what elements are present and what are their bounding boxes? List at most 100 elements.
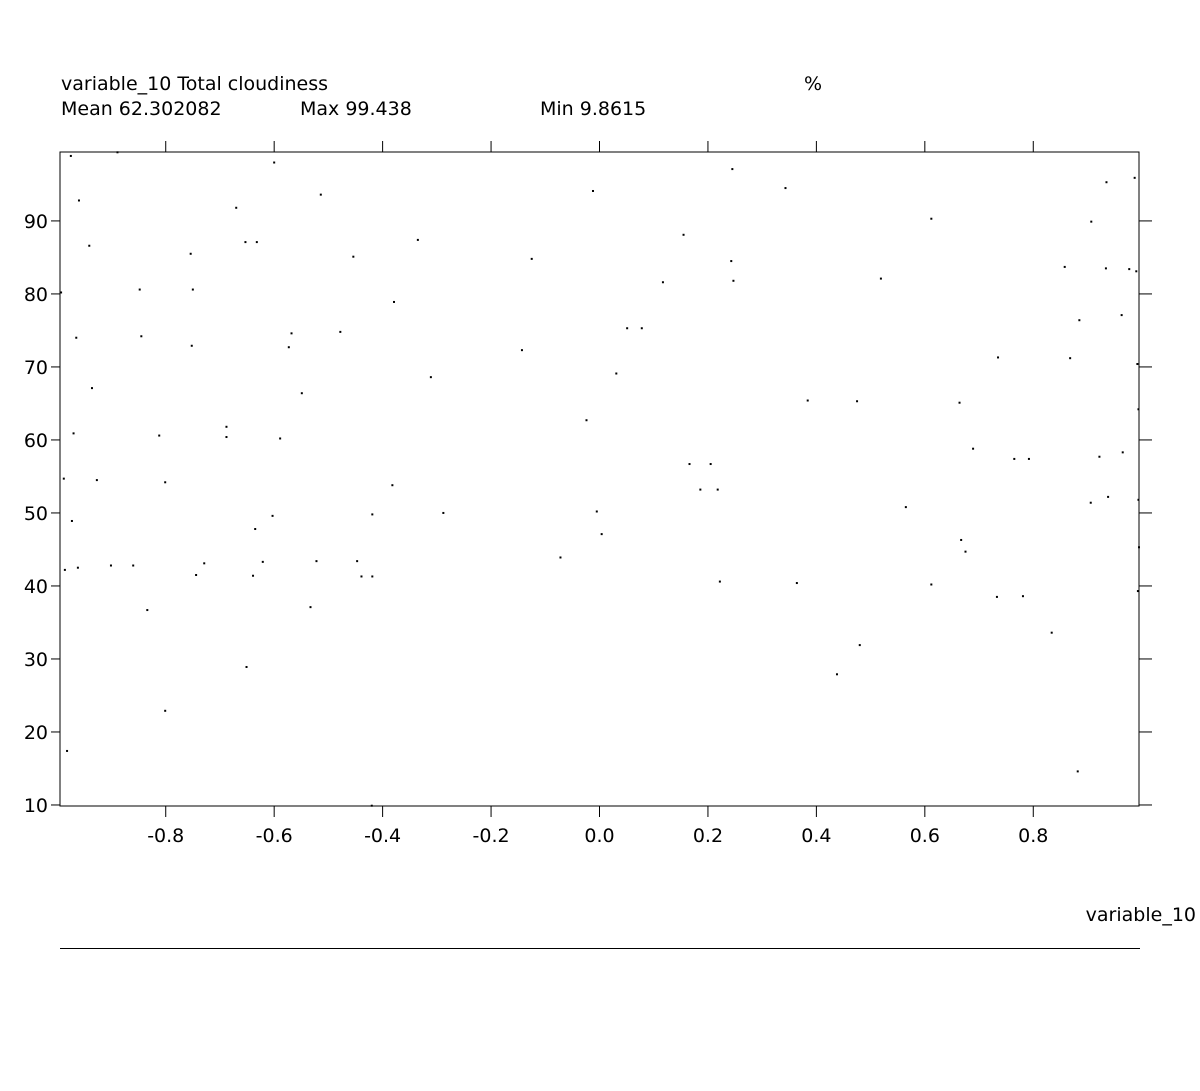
x-tick-label: -0.2 xyxy=(473,825,510,847)
data-point xyxy=(75,336,78,339)
chart-title: variable_10 Total cloudiness xyxy=(61,73,329,95)
data-point xyxy=(530,257,533,260)
data-point xyxy=(1105,181,1108,184)
data-point xyxy=(640,327,643,330)
data-point xyxy=(1137,498,1140,501)
data-point xyxy=(682,233,685,236)
data-point xyxy=(138,288,141,291)
data-point xyxy=(964,550,967,553)
data-point xyxy=(520,349,523,352)
data-point xyxy=(164,709,167,712)
data-point xyxy=(190,344,193,347)
data-point xyxy=(595,510,598,513)
data-point xyxy=(116,151,119,154)
data-point xyxy=(1078,319,1081,322)
data-point xyxy=(63,568,66,571)
data-point xyxy=(835,673,838,676)
data-point xyxy=(960,538,963,541)
data-point xyxy=(1069,357,1072,360)
data-point xyxy=(1027,457,1030,460)
data-point xyxy=(195,574,198,577)
data-point xyxy=(88,244,91,247)
data-point xyxy=(300,392,303,395)
data-point xyxy=(69,154,72,157)
data-point xyxy=(858,644,861,647)
data-point xyxy=(1089,501,1092,504)
data-point xyxy=(442,511,445,514)
data-point xyxy=(716,488,719,491)
data-point xyxy=(600,533,603,536)
data-point xyxy=(626,327,629,330)
y-axis: 10 20 30 40 50 60 70 80 90 xyxy=(24,211,1152,817)
bottom-divider xyxy=(60,948,1140,949)
x-axis-label: variable_10 xyxy=(1085,904,1196,926)
data-point xyxy=(140,335,143,338)
y-tick-label: 90 xyxy=(24,211,48,233)
x-tick-label: -0.6 xyxy=(256,825,293,847)
data-point xyxy=(360,575,363,578)
data-point xyxy=(245,665,248,668)
data-point xyxy=(254,528,257,531)
data-point xyxy=(661,281,664,284)
data-point xyxy=(164,481,167,484)
data-point xyxy=(66,749,69,752)
data-point xyxy=(271,514,274,517)
data-point xyxy=(273,161,276,164)
data-point xyxy=(1021,595,1024,598)
mean-stat: Mean 62.302082 xyxy=(61,98,222,120)
data-point xyxy=(203,562,206,565)
data-point xyxy=(352,255,355,258)
data-point xyxy=(1050,631,1053,634)
data-point xyxy=(70,519,73,522)
max-stat: Max 99.438 xyxy=(300,98,412,120)
x-tick-label: -0.8 xyxy=(147,825,184,847)
data-point xyxy=(879,277,882,280)
data-point xyxy=(225,436,228,439)
data-point xyxy=(1063,265,1066,268)
data-point xyxy=(60,291,63,294)
data-point xyxy=(1098,455,1101,458)
data-point xyxy=(1090,220,1093,223)
data-point xyxy=(1135,270,1138,273)
data-point xyxy=(806,399,809,402)
data-point xyxy=(255,241,258,244)
data-point xyxy=(191,288,194,291)
data-point xyxy=(784,187,787,190)
data-point xyxy=(132,564,135,567)
data-point xyxy=(416,238,419,241)
data-point xyxy=(309,606,312,609)
x-tick-label: 0.6 xyxy=(910,825,940,847)
min-stat: Min 9.8615 xyxy=(540,98,647,120)
data-point xyxy=(235,206,238,209)
data-point xyxy=(731,168,734,171)
data-point xyxy=(158,434,161,437)
data-point xyxy=(1104,267,1107,270)
data-point xyxy=(90,387,93,390)
data-point xyxy=(77,199,80,202)
data-point xyxy=(795,582,798,585)
data-point xyxy=(1137,408,1140,411)
data-point xyxy=(315,560,318,563)
data-point xyxy=(1121,451,1124,454)
data-points xyxy=(60,151,1140,807)
data-point xyxy=(429,376,432,379)
x-axis: -0.8 -0.6 -0.4 -0.2 0.0 0.2 0.4 0.6 0.8 xyxy=(147,141,1048,847)
data-point xyxy=(72,432,75,435)
data-point xyxy=(1136,590,1139,593)
data-point xyxy=(1013,457,1016,460)
data-point xyxy=(1076,770,1079,773)
y-tick-label: 10 xyxy=(24,795,48,817)
data-point xyxy=(904,506,907,509)
data-point xyxy=(356,560,359,563)
data-point xyxy=(688,463,691,466)
data-point xyxy=(615,372,618,375)
y-tick-label: 70 xyxy=(24,357,48,379)
data-point xyxy=(95,479,98,482)
data-point xyxy=(591,189,594,192)
y-tick-label: 30 xyxy=(24,649,48,671)
data-point xyxy=(930,217,933,220)
data-point xyxy=(371,575,374,578)
units-label: % xyxy=(804,73,823,95)
data-point xyxy=(559,556,562,559)
data-point xyxy=(1128,268,1131,271)
